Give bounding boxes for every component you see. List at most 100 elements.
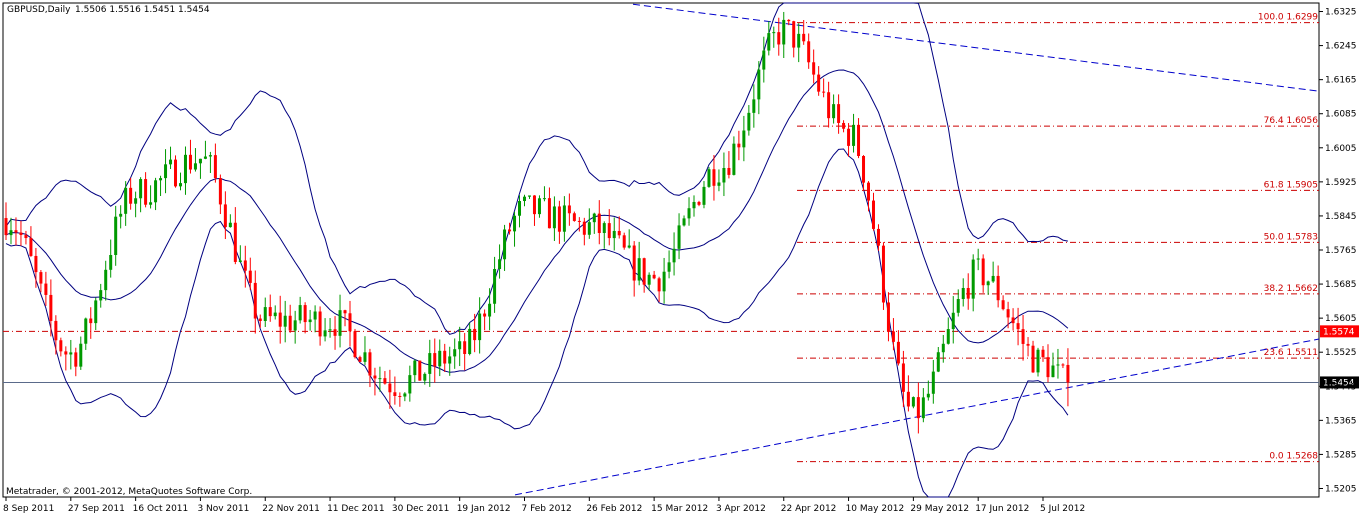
candle[interactable] xyxy=(373,367,377,396)
candle[interactable] xyxy=(503,224,507,271)
candle[interactable] xyxy=(607,209,611,246)
candle[interactable] xyxy=(682,215,686,227)
candle[interactable] xyxy=(946,317,950,345)
candle[interactable] xyxy=(1011,308,1015,331)
candle[interactable] xyxy=(817,66,821,96)
candle[interactable] xyxy=(876,224,880,251)
candle[interactable] xyxy=(1026,337,1030,357)
candle[interactable] xyxy=(423,372,427,385)
candle[interactable] xyxy=(782,11,786,59)
candle[interactable] xyxy=(707,167,711,188)
candle[interactable] xyxy=(248,257,252,291)
candle[interactable] xyxy=(328,318,332,338)
candle[interactable] xyxy=(318,306,322,346)
candle[interactable] xyxy=(383,371,387,385)
candle[interactable] xyxy=(901,350,905,408)
candle[interactable] xyxy=(1036,347,1040,377)
candle[interactable] xyxy=(532,195,536,226)
candle[interactable] xyxy=(662,257,666,304)
candle[interactable] xyxy=(537,195,541,218)
candle[interactable] xyxy=(213,143,217,183)
candle[interactable] xyxy=(971,254,975,312)
candle[interactable] xyxy=(1031,340,1035,373)
candle[interactable] xyxy=(792,20,796,58)
candle[interactable] xyxy=(453,338,457,369)
candle[interactable] xyxy=(69,339,73,370)
candle[interactable] xyxy=(847,123,851,157)
candle[interactable] xyxy=(14,217,18,246)
candle[interactable] xyxy=(881,242,885,310)
candle[interactable] xyxy=(258,314,262,328)
candle[interactable] xyxy=(577,217,581,232)
candle[interactable] xyxy=(652,270,656,280)
candle[interactable] xyxy=(463,332,467,371)
candle[interactable] xyxy=(54,315,58,355)
candle[interactable] xyxy=(104,260,108,301)
candle[interactable] xyxy=(752,84,756,128)
candle[interactable] xyxy=(976,248,980,271)
candle[interactable] xyxy=(428,339,432,387)
candle[interactable] xyxy=(926,380,930,401)
candle[interactable] xyxy=(747,105,751,136)
candle[interactable] xyxy=(174,155,178,188)
candle[interactable] xyxy=(368,348,372,388)
candle[interactable] xyxy=(193,148,197,172)
candle[interactable] xyxy=(94,297,98,331)
candle[interactable] xyxy=(931,359,935,404)
candle[interactable] xyxy=(74,347,78,377)
candle[interactable] xyxy=(916,382,920,434)
candle[interactable] xyxy=(458,326,462,367)
candle[interactable] xyxy=(722,152,726,197)
candle[interactable] xyxy=(129,177,133,210)
candle[interactable] xyxy=(837,94,841,134)
candle[interactable] xyxy=(169,146,173,170)
candle[interactable] xyxy=(981,254,985,293)
candle[interactable] xyxy=(867,181,871,212)
candle[interactable] xyxy=(408,365,412,402)
candle[interactable] xyxy=(79,336,83,370)
candle[interactable] xyxy=(448,346,452,376)
candle[interactable] xyxy=(293,310,297,344)
candle[interactable] xyxy=(348,300,352,347)
candle[interactable] xyxy=(49,279,53,337)
candle[interactable] xyxy=(59,337,63,357)
candle[interactable] xyxy=(687,197,691,226)
candle[interactable] xyxy=(622,232,626,250)
candle[interactable] xyxy=(208,151,212,174)
candle[interactable] xyxy=(218,174,222,215)
candle[interactable] xyxy=(433,338,437,383)
candle[interactable] xyxy=(228,214,232,228)
candle[interactable] xyxy=(1046,344,1050,383)
candle[interactable] xyxy=(308,309,312,331)
candle[interactable] xyxy=(198,158,202,179)
candle[interactable] xyxy=(178,172,182,191)
candle[interactable] xyxy=(802,20,806,45)
candle[interactable] xyxy=(273,305,277,320)
candle[interactable] xyxy=(243,245,247,288)
candle[interactable] xyxy=(642,257,646,293)
candle[interactable] xyxy=(1061,363,1065,369)
candle[interactable] xyxy=(493,256,497,313)
candle[interactable] xyxy=(338,294,342,348)
candle[interactable] xyxy=(134,191,138,218)
resistance-trendline[interactable] xyxy=(632,3,1320,92)
candle[interactable] xyxy=(159,175,163,197)
candle[interactable] xyxy=(812,49,816,84)
candle[interactable] xyxy=(323,318,327,342)
candle[interactable] xyxy=(807,33,811,69)
candle[interactable] xyxy=(1041,345,1045,362)
candle[interactable] xyxy=(667,250,671,279)
candle[interactable] xyxy=(393,376,397,405)
candle[interactable] xyxy=(278,295,282,344)
candle[interactable] xyxy=(996,265,1000,308)
candle[interactable] xyxy=(677,213,681,260)
candle[interactable] xyxy=(727,151,731,179)
candle[interactable] xyxy=(238,245,242,263)
candle[interactable] xyxy=(438,339,442,377)
candle[interactable] xyxy=(732,136,736,176)
candle[interactable] xyxy=(717,169,721,192)
candle[interactable] xyxy=(852,113,856,153)
candle[interactable] xyxy=(478,297,482,354)
candle[interactable] xyxy=(842,120,846,133)
candle[interactable] xyxy=(737,130,741,161)
